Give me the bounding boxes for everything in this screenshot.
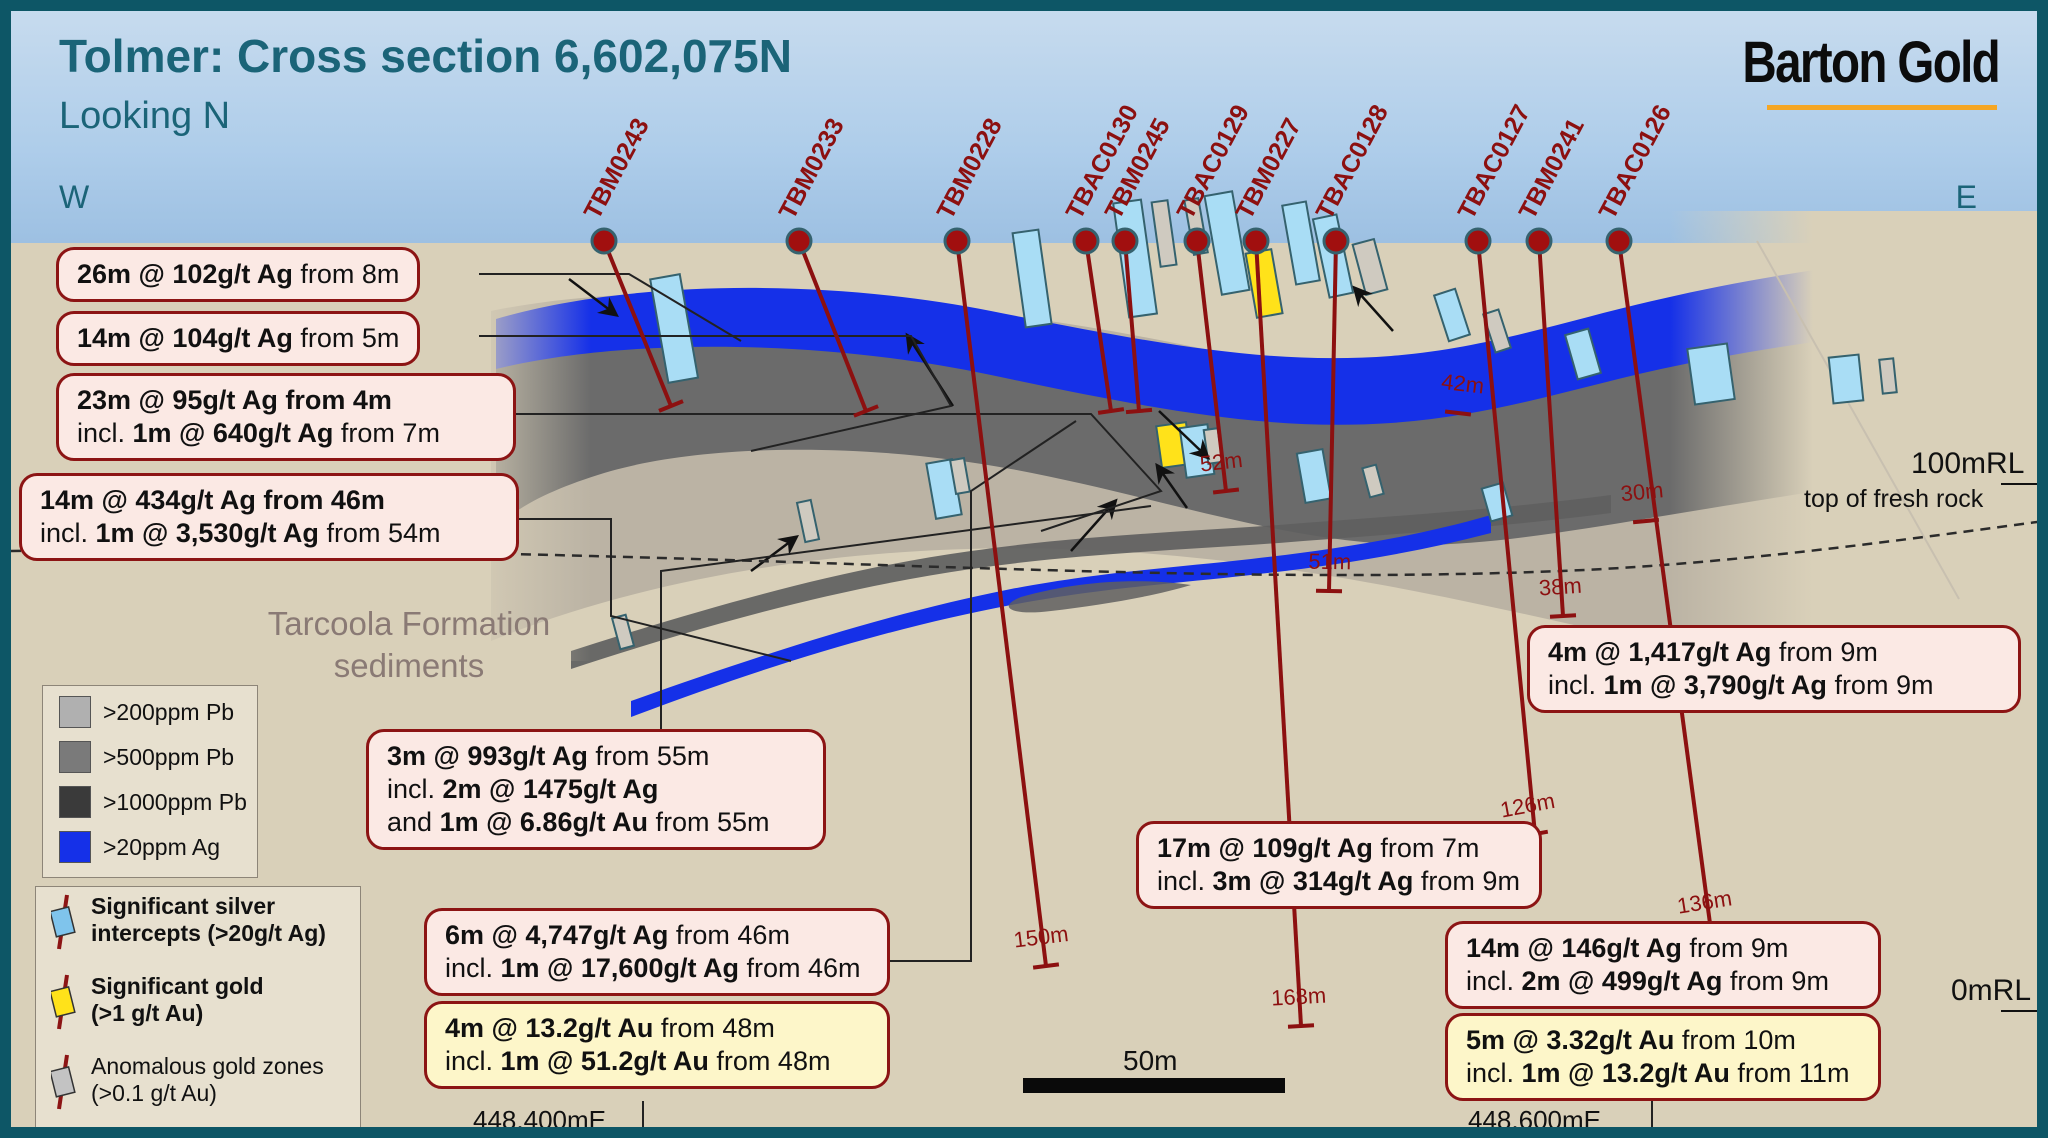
svg-text:TBM0233: TBM0233 [774, 114, 850, 224]
svg-text:42m: 42m [1440, 369, 1485, 399]
svg-text:38m: 38m [1538, 573, 1582, 601]
svg-text:TBAC0128: TBAC0128 [1311, 100, 1394, 224]
svg-text:30m: 30m [1619, 477, 1664, 506]
svg-text:TBM0228: TBM0228 [932, 114, 1008, 224]
svg-text:150m: 150m [1012, 921, 1070, 953]
svg-text:136m: 136m [1675, 885, 1733, 918]
svg-text:TBAC0126: TBAC0126 [1594, 100, 1677, 224]
svg-text:168m: 168m [1270, 983, 1326, 1011]
svg-text:126m: 126m [1498, 788, 1557, 823]
svg-text:TBM0243: TBM0243 [579, 114, 655, 224]
svg-text:52m: 52m [1199, 447, 1244, 477]
svg-text:51m: 51m [1308, 549, 1351, 575]
